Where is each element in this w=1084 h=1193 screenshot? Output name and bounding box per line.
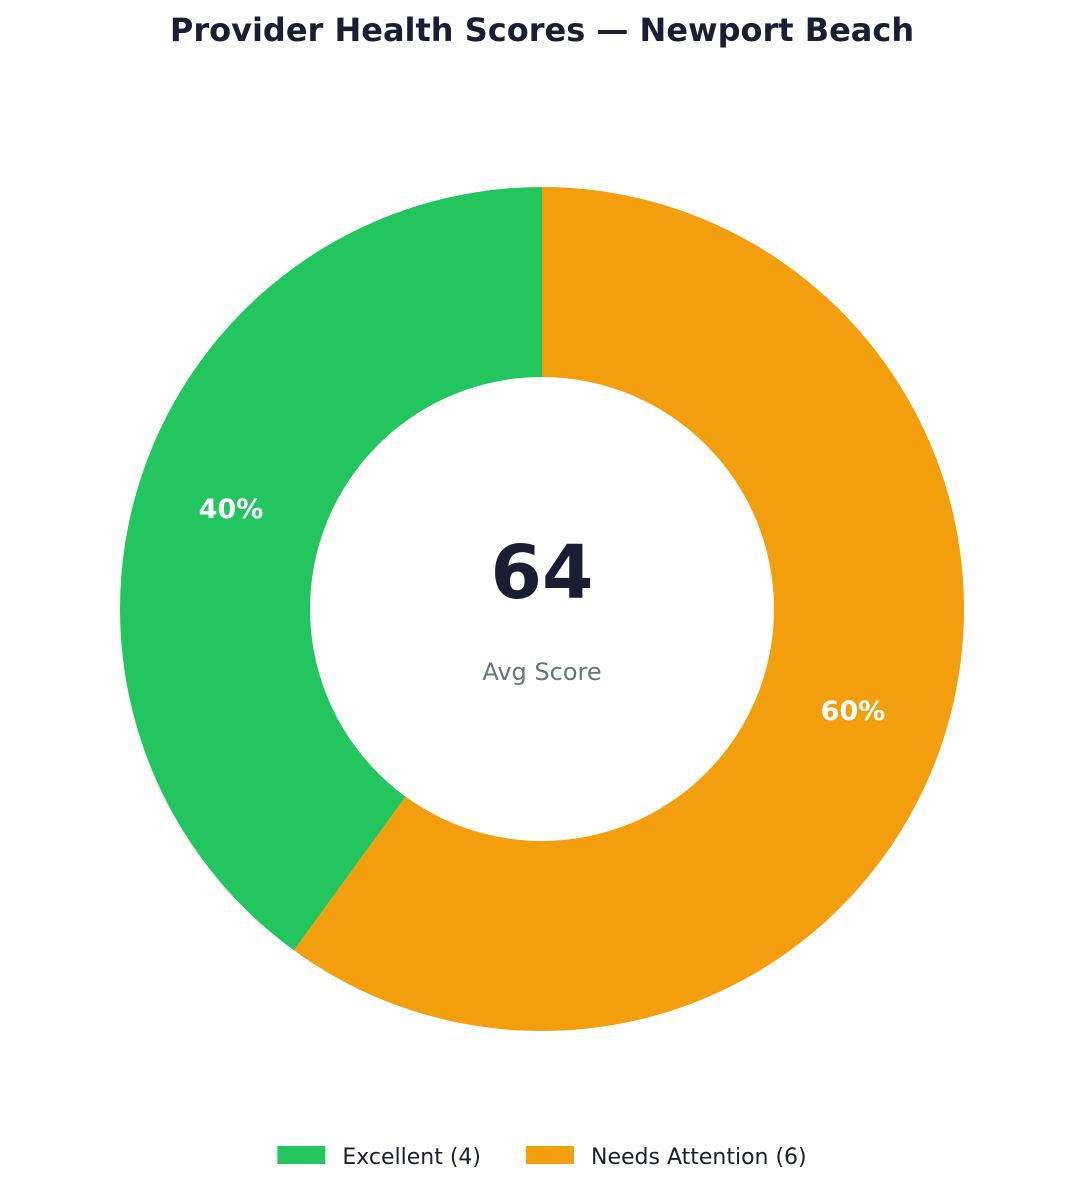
legend-swatch: [526, 1146, 575, 1164]
slice-label-excellent: 40%: [199, 494, 264, 525]
legend-item-excellent: Excellent (4): [277, 1145, 481, 1170]
legend: Excellent (4) Needs Attention (6): [277, 1145, 807, 1170]
legend-swatch: [277, 1146, 326, 1164]
legend-label: Excellent (4): [342, 1145, 481, 1170]
slice-labels: 40% 60%: [199, 494, 886, 727]
legend-item-needs-attention: Needs Attention (6): [526, 1145, 807, 1170]
slice-label-needs-attention: 60%: [821, 696, 886, 727]
chart-title: Provider Health Scores — Newport Beach: [170, 11, 914, 49]
avg-score-caption: Avg Score: [482, 658, 601, 686]
avg-score-value: 64: [491, 530, 594, 616]
legend-label: Needs Attention (6): [591, 1145, 807, 1170]
donut-hole: [310, 377, 774, 841]
